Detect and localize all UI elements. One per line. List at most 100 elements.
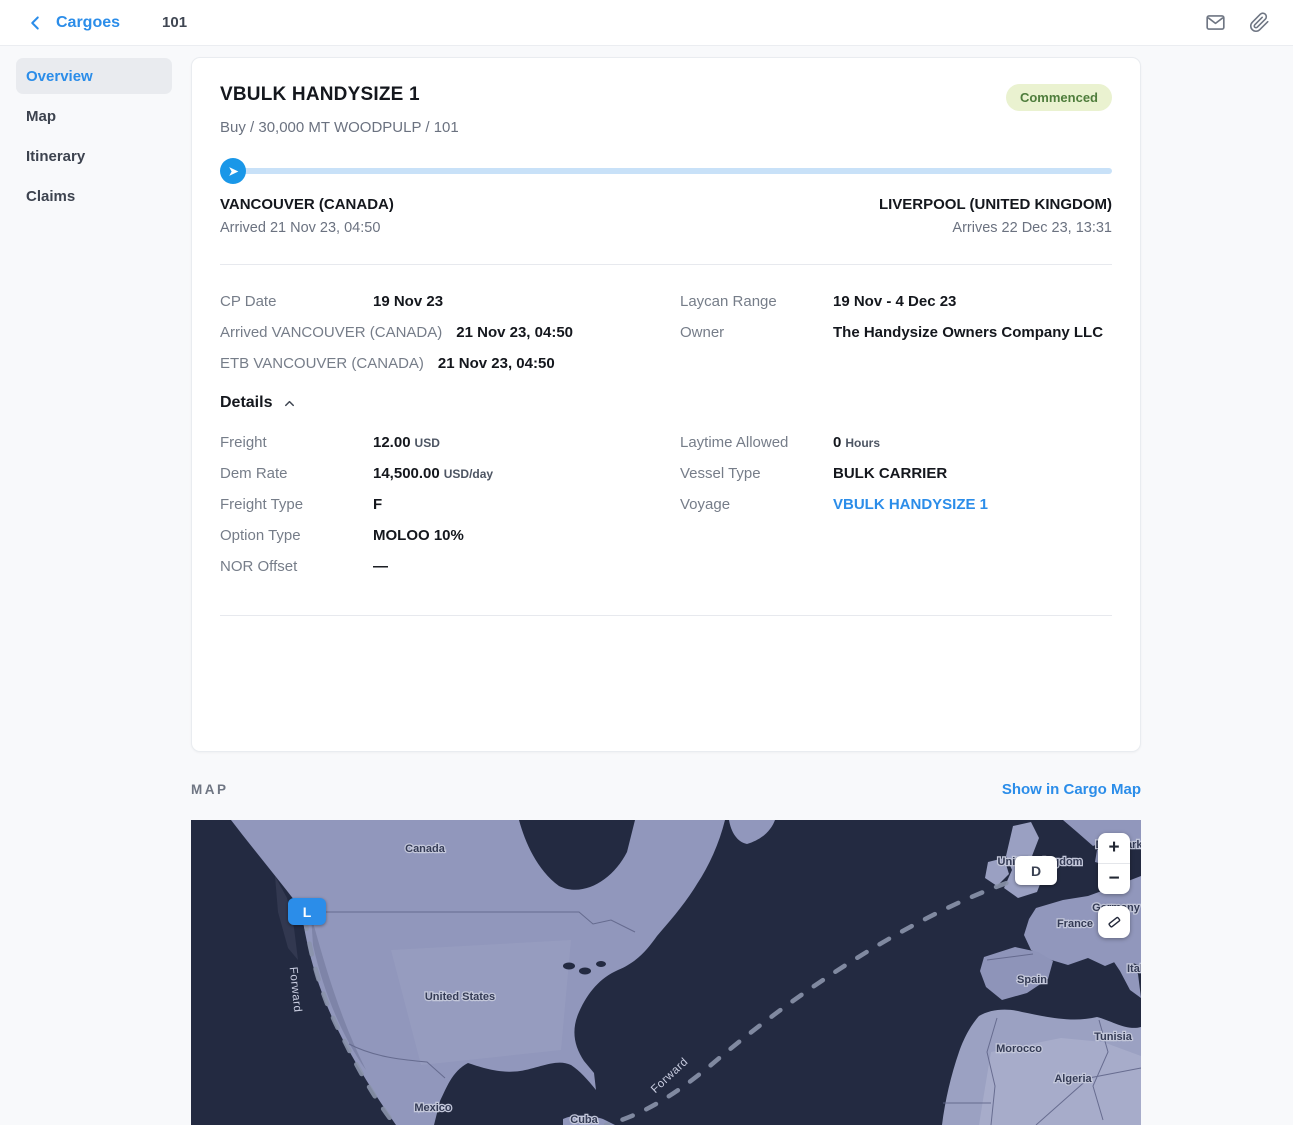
map-canvas: Forward Forward Canada United States Mex… (191, 820, 1141, 1125)
sidebar-nav: Overview Map Itinerary Claims (16, 58, 172, 218)
field-laycan-range: Laycan Range 19 Nov - 4 Dec 23 (680, 293, 1112, 310)
destination-port: LIVERPOOL (UNITED KINGDOM) Arrives 22 De… (879, 196, 1112, 236)
sidebar-item-overview[interactable]: Overview (16, 58, 172, 94)
details-title: Details (220, 394, 273, 411)
map-label-mexico: Mexico (414, 1102, 452, 1114)
voyage-route-dashed (302, 872, 1034, 1125)
field-label: Arrived VANCOUVER (CANADA) (220, 324, 443, 341)
field-label: Dem Rate (220, 465, 288, 482)
map-relief-highlight (391, 940, 571, 1065)
section-divider (220, 264, 1112, 265)
field-value: 19 Nov 23 (373, 293, 444, 310)
back-icon[interactable] (24, 12, 46, 34)
map-label-canada: Canada (405, 843, 446, 855)
map-region-algeria-interior (979, 1038, 1141, 1125)
field-voyage: Voyage VBULK HANDYSIZE 1 (680, 496, 1112, 513)
field-value: 12.00 USD (373, 434, 440, 451)
voyage-link[interactable]: VBULK HANDYSIZE 1 (833, 496, 989, 513)
ship-position-icon (220, 158, 246, 184)
map-label-france: France (1057, 918, 1093, 930)
page-title: VBULK HANDYSIZE 1 (220, 84, 420, 105)
field-unit: USD (414, 436, 440, 450)
zoom-in-button[interactable]: + (1098, 833, 1130, 864)
top-bar: Cargoes 101 (0, 0, 1293, 46)
breadcrumb-cargoes-link[interactable]: Cargoes (56, 13, 121, 31)
field-label: Voyage (680, 496, 731, 513)
field-value: — (373, 558, 388, 575)
field-value: 19 Nov - 4 Dec 23 (833, 293, 957, 310)
map-lake (596, 961, 606, 967)
details-fields: Freight 12.00 USD Dem Rate 14,500.00 USD/d… (220, 434, 1112, 589)
field-value: 21 Nov 23, 04:50 (456, 324, 574, 341)
sidebar-item-itinerary[interactable]: Itinerary (26, 147, 86, 165)
map-landmass-iberia (980, 947, 1053, 1000)
field-label: Vessel Type (680, 465, 761, 482)
map-label-morocco: Morocco (996, 1043, 1042, 1055)
field-label: ETB VANCOUVER (CANADA) (220, 355, 424, 372)
field-laytime-allowed: Laytime Allowed 0 Hours (680, 434, 1112, 451)
field-label: Freight Type (220, 496, 304, 513)
field-label: Laytime Allowed (680, 434, 789, 451)
field-etb: ETB VANCOUVER (CANADA) 21 Nov 23, 04:50 (220, 355, 666, 372)
field-label: Option Type (220, 527, 301, 544)
field-value: 0 Hours (833, 434, 881, 451)
map-lake (579, 967, 591, 975)
zoom-out-button[interactable]: − (1108, 868, 1120, 889)
voyage-map[interactable]: Forward Forward Canada United States Mex… (191, 820, 1141, 1125)
discharge-port-marker[interactable]: D (1015, 856, 1057, 885)
voyage-progress-bar (220, 158, 1112, 184)
mail-icon[interactable] (1205, 12, 1227, 34)
show-in-cargo-map-link[interactable]: Show in Cargo Map (1001, 781, 1141, 798)
attachment-paperclip-icon[interactable] (1249, 12, 1271, 34)
field-label: Owner (680, 324, 725, 341)
field-freight-type: Freight Type F (220, 496, 666, 513)
map-landmass-italy (1112, 948, 1141, 998)
cargo-subtitle: Buy / 30,000 MT WOODPULP / 101 (220, 119, 459, 136)
map-label-cuba: Cuba (570, 1114, 598, 1125)
field-value: F (373, 496, 383, 513)
details-toggle[interactable]: Details (220, 394, 1112, 412)
destination-port-time: Arrives 22 Dec 23, 13:31 (952, 220, 1112, 236)
field-value: The Handysize Owners Company LLC (833, 324, 1104, 341)
map-landmass-europe (1024, 876, 1141, 966)
field-freight: Freight 12.00 USD (220, 434, 666, 451)
sidebar-item-map[interactable]: Map (26, 107, 56, 125)
map-label-algeria: Algeria (1054, 1073, 1092, 1085)
origin-port-name: VANCOUVER (CANADA) (220, 196, 394, 213)
map-country-borders (311, 911, 1141, 1125)
measure-distance-button[interactable] (1098, 906, 1130, 938)
origin-port-time: Arrived 21 Nov 23, 04:50 (220, 220, 381, 236)
field-value: 21 Nov 23, 04:50 (437, 355, 555, 372)
map-label-italy: Italy (1127, 963, 1141, 975)
breadcrumb-cargo-id: 101 (162, 14, 188, 31)
ruler-icon (1108, 916, 1121, 928)
field-value: 14,500.00 USD/day (373, 465, 494, 482)
field-label: Laycan Range (680, 293, 777, 310)
section-divider (220, 615, 1112, 616)
field-label: NOR Offset (220, 558, 298, 575)
field-value: BULK CARRIER (833, 465, 948, 482)
map-vancouver-island (275, 876, 298, 960)
map-landmass-north-america (231, 820, 725, 1125)
load-port-marker[interactable]: L (288, 898, 326, 925)
field-nor-offset: NOR Offset — (220, 558, 666, 575)
map-label-united-states: United States (425, 991, 495, 1003)
status-badge: Commenced (1005, 84, 1112, 111)
destination-port-name: LIVERPOOL (UNITED KINGDOM) (878, 196, 1112, 213)
field-unit: USD/day (443, 467, 494, 481)
map-label-tunisia: Tunisia (1094, 1031, 1133, 1043)
progress-track (229, 168, 1112, 174)
map-landmass-ireland (985, 858, 1009, 886)
sidebar-item-claims[interactable]: Claims (26, 187, 76, 205)
map-lake (563, 962, 575, 970)
map-zoom-control: + − (1098, 833, 1130, 894)
field-dem-rate: Dem Rate 14,500.00 USD/day (220, 465, 666, 482)
chevron-up-icon (282, 396, 297, 411)
summary-fields: CP Date 19 Nov 23 Arrived VANCOUVER (CAN… (220, 293, 1112, 386)
field-arrived: Arrived VANCOUVER (CANADA) 21 Nov 23, 04… (220, 324, 666, 341)
field-option-type: Option Type MOLOO 10% (220, 527, 666, 544)
cargo-overview-card: VBULK HANDYSIZE 1 Commenced Buy / 30,000… (191, 57, 1141, 752)
field-label: Freight (220, 434, 267, 451)
field-value: MOLOO 10% (373, 527, 464, 544)
